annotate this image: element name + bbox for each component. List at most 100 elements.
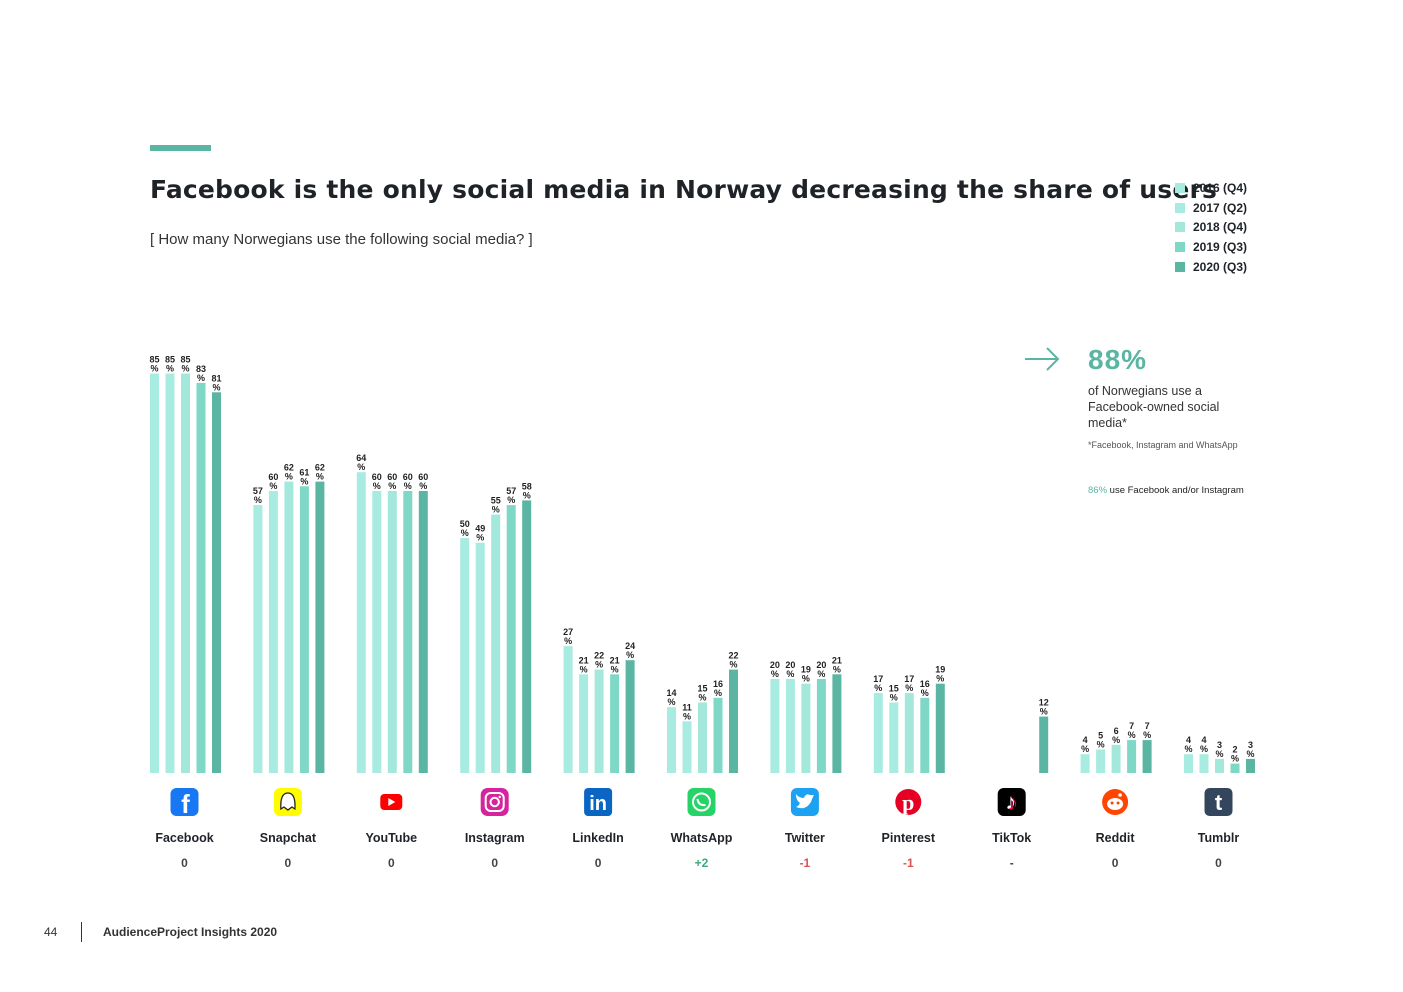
bar xyxy=(1184,754,1193,773)
data-label-unit: % xyxy=(1215,749,1223,759)
data-label-unit: % xyxy=(388,481,396,491)
legend-item: 2017 (Q2) xyxy=(1175,198,1247,218)
data-label-unit: % xyxy=(1081,744,1089,754)
data-label-value: 11 xyxy=(682,702,692,712)
data-label-value: 27 xyxy=(563,627,573,637)
data-label-unit: % xyxy=(936,674,944,684)
legend: 2016 (Q4) 2017 (Q2) 2018 (Q4) 2019 (Q3) … xyxy=(1175,178,1247,277)
legend-item: 2020 (Q3) xyxy=(1175,257,1247,277)
bar xyxy=(594,669,604,773)
category-label: LinkedIn xyxy=(572,831,623,845)
change-label: 0 xyxy=(388,856,395,870)
data-label-unit: % xyxy=(316,472,324,482)
data-label-value: 17 xyxy=(904,674,914,684)
bar xyxy=(387,491,397,773)
data-label-unit: % xyxy=(683,711,691,721)
data-label-unit: % xyxy=(667,697,675,707)
bar xyxy=(1127,740,1137,773)
category-label: Facebook xyxy=(155,831,213,845)
data-label-value: 55 xyxy=(491,496,501,506)
data-label-value: 4 xyxy=(1186,735,1191,745)
data-label-value: 16 xyxy=(713,679,723,689)
data-label-unit: % xyxy=(523,490,531,500)
data-label-unit: % xyxy=(580,664,588,674)
data-label-unit: % xyxy=(1097,740,1105,750)
tumblr-icon: t xyxy=(1204,788,1233,816)
data-label-value: 7 xyxy=(1129,721,1134,731)
data-label-value: 24 xyxy=(625,641,635,651)
bar xyxy=(713,697,723,773)
data-label-unit: % xyxy=(150,364,158,374)
data-label-unit: % xyxy=(771,669,779,679)
data-label-unit: % xyxy=(404,481,412,491)
data-label-unit: % xyxy=(921,688,929,698)
footer-text: AudienceProject Insights 2020 xyxy=(103,925,278,939)
bar xyxy=(935,683,945,773)
legend-swatch xyxy=(1175,182,1185,193)
bar xyxy=(196,382,206,773)
data-label-unit: % xyxy=(300,476,308,486)
data-label-unit: % xyxy=(1112,735,1120,745)
callout-text: of Norwegians use a Facebook-owned socia… xyxy=(1088,384,1220,430)
data-label-unit: % xyxy=(269,481,277,491)
bar xyxy=(667,707,676,773)
category-label: Snapchat xyxy=(260,831,317,845)
svg-text:♪: ♪ xyxy=(1007,790,1018,815)
svg-text:in: in xyxy=(589,793,607,815)
data-label-unit: % xyxy=(492,505,500,515)
data-label-value: 81 xyxy=(211,373,221,383)
change-label: 0 xyxy=(1215,856,1222,870)
data-label-value: 61 xyxy=(299,467,309,477)
change-label: 0 xyxy=(491,856,498,870)
reddit-icon xyxy=(1102,789,1129,815)
data-label-unit: % xyxy=(197,373,205,383)
data-label-value: 57 xyxy=(253,486,263,496)
data-label-value: 16 xyxy=(920,679,930,689)
data-label-value: 6 xyxy=(1114,726,1119,736)
data-label-value: 15 xyxy=(889,684,899,694)
bar xyxy=(522,500,532,773)
legend-label: 2020 (Q3) xyxy=(1193,259,1248,274)
data-label-unit: % xyxy=(874,683,882,693)
bar xyxy=(1246,758,1255,773)
bar xyxy=(418,491,428,773)
data-label-value: 49 xyxy=(475,524,485,534)
bar xyxy=(770,679,780,773)
footer-divider xyxy=(81,922,82,942)
bar xyxy=(1199,754,1209,773)
arrow-right-icon xyxy=(1025,347,1060,371)
legend-swatch xyxy=(1175,222,1185,233)
data-label-unit: % xyxy=(1200,744,1208,754)
data-label-value: 22 xyxy=(594,651,604,661)
pinterest-icon: p xyxy=(895,789,922,815)
data-label-unit: % xyxy=(373,481,381,491)
data-label-value: 60 xyxy=(372,472,382,482)
category-label: WhatsApp xyxy=(671,831,733,845)
legend-label: 2017 (Q2) xyxy=(1193,200,1248,215)
data-label-unit: % xyxy=(1184,744,1192,754)
instagram-icon xyxy=(480,788,509,816)
data-label-value: 57 xyxy=(506,486,516,496)
bar xyxy=(625,660,635,773)
bar xyxy=(212,392,221,773)
legend-swatch xyxy=(1175,202,1185,213)
data-label-value: 60 xyxy=(403,472,413,482)
bar xyxy=(315,481,325,773)
data-label-value: 62 xyxy=(284,463,294,473)
bar xyxy=(1230,763,1240,773)
bar xyxy=(165,373,175,773)
whatsapp-icon xyxy=(687,788,716,816)
bar xyxy=(491,514,501,773)
svg-text:p: p xyxy=(902,790,914,815)
bar xyxy=(1080,754,1090,773)
change-label: 0 xyxy=(1112,856,1119,870)
bar xyxy=(563,646,573,773)
data-label-value: 19 xyxy=(935,665,945,675)
bar xyxy=(1142,740,1152,773)
data-label-value: 85 xyxy=(149,355,159,365)
data-label-value: 20 xyxy=(816,660,826,670)
callout-value: 88% xyxy=(1088,344,1148,375)
bar xyxy=(460,538,470,773)
change-label: -1 xyxy=(903,856,914,870)
bar xyxy=(356,472,366,773)
